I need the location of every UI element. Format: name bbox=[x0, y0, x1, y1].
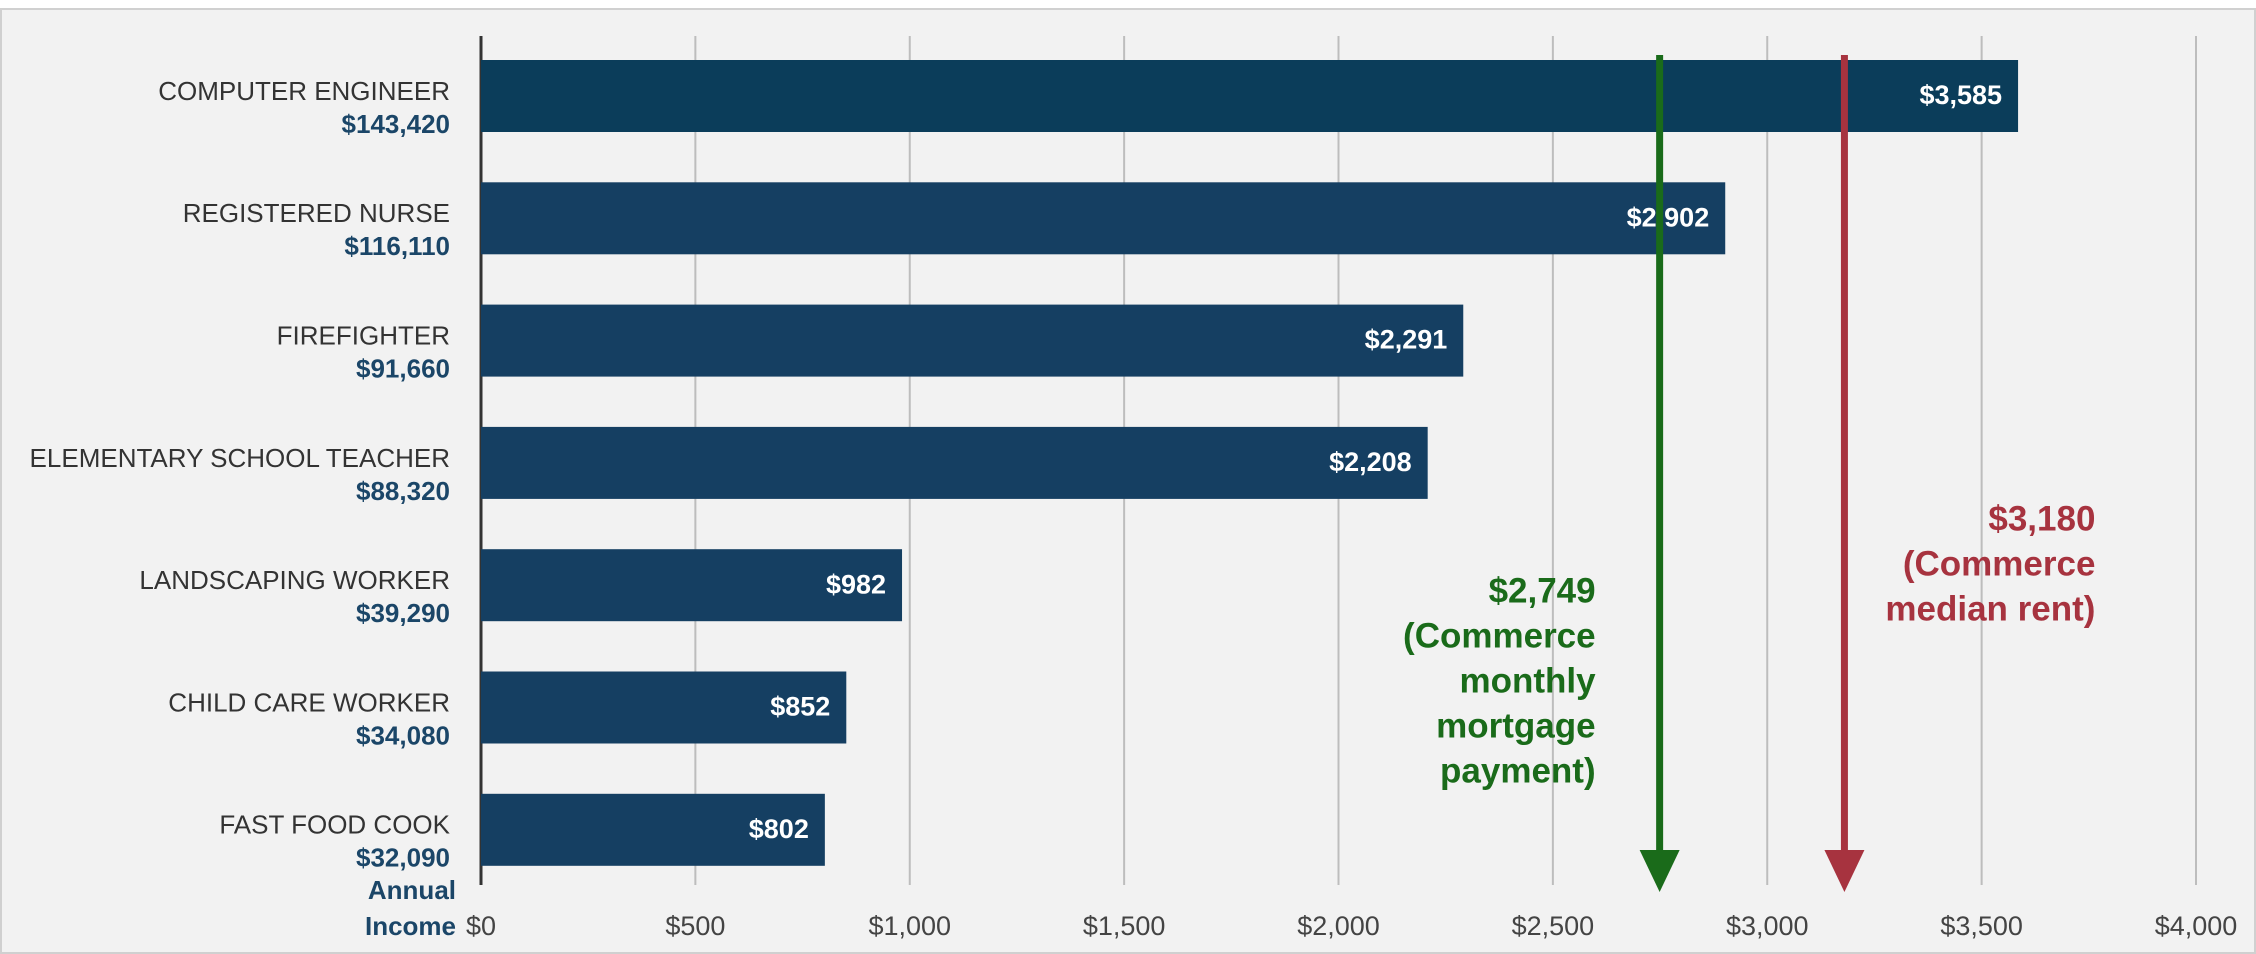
annual-income-label: $143,420 bbox=[342, 109, 450, 139]
reference-label: $2,749 bbox=[1489, 571, 1596, 610]
reference-label: (Commerce bbox=[1403, 616, 1596, 655]
reference-arrowhead bbox=[1824, 850, 1865, 892]
bar bbox=[481, 60, 2019, 132]
category-label: REGISTERED NURSE bbox=[183, 198, 450, 228]
annual-income-label: $88,320 bbox=[356, 476, 450, 506]
data-label: $2,291 bbox=[1365, 325, 1448, 355]
x-tick-label: $0 bbox=[466, 911, 496, 941]
bar bbox=[481, 182, 1726, 255]
category-label: ELEMENTARY SCHOOL TEACHER bbox=[30, 443, 450, 473]
data-label: $982 bbox=[826, 569, 886, 599]
x-tick-label: $1,000 bbox=[868, 911, 951, 941]
bar bbox=[481, 549, 903, 622]
category-label: COMPUTER ENGINEER bbox=[158, 76, 450, 106]
reference-label: median rent) bbox=[1885, 589, 2095, 628]
annual-income-label: $32,090 bbox=[356, 843, 450, 873]
annual-income-label: $34,080 bbox=[356, 720, 450, 750]
annual-income-label: $39,290 bbox=[356, 598, 450, 628]
data-label: $852 bbox=[770, 692, 830, 722]
category-label: FAST FOOD COOK bbox=[219, 810, 450, 840]
x-tick-label: $1,500 bbox=[1083, 911, 1166, 941]
bar bbox=[481, 304, 1464, 377]
x-tick-label: $2,500 bbox=[1512, 911, 1595, 941]
category-label: FIREFIGHTER bbox=[277, 320, 450, 350]
data-label: $2,902 bbox=[1627, 202, 1710, 232]
x-tick-label: $3,000 bbox=[1726, 911, 1809, 941]
x-axis-label: Annual bbox=[368, 875, 456, 905]
reference-label: (Commerce bbox=[1903, 544, 2096, 583]
bar bbox=[481, 426, 1428, 499]
data-label: $2,208 bbox=[1329, 447, 1412, 477]
reference-label: $3,180 bbox=[1988, 499, 2095, 538]
data-label: $802 bbox=[749, 814, 809, 844]
category-label: CHILD CARE WORKER bbox=[168, 687, 450, 717]
bar bbox=[481, 793, 825, 866]
x-tick-label: $2,000 bbox=[1297, 911, 1380, 941]
bar bbox=[481, 671, 847, 744]
x-tick-label: $4,000 bbox=[2155, 911, 2238, 941]
x-tick-label: $3,500 bbox=[1940, 911, 2023, 941]
reference-label: payment) bbox=[1440, 751, 1596, 790]
reference-label: mortgage bbox=[1436, 706, 1595, 745]
reference-arrowhead bbox=[1639, 850, 1680, 892]
category-label: LANDSCAPING WORKER bbox=[139, 565, 450, 595]
x-axis-label: Income bbox=[365, 911, 456, 941]
reference-label: monthly bbox=[1460, 661, 1597, 700]
annual-income-label: $116,110 bbox=[344, 231, 450, 261]
x-tick-label: $500 bbox=[665, 911, 725, 941]
annual-income-label: $91,660 bbox=[356, 353, 450, 383]
data-label: $3,585 bbox=[1919, 80, 2002, 110]
